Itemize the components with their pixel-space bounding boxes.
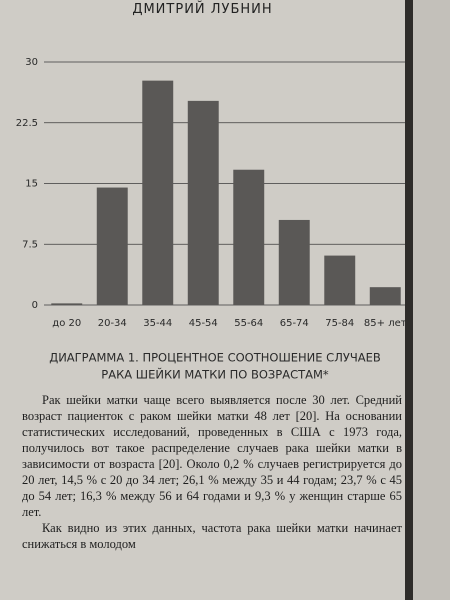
x-tick-label: 20-34 bbox=[98, 318, 127, 329]
bar bbox=[142, 80, 174, 305]
chart-title: ДИАГРАММА 1. ПРОЦЕНТНОЕ СООТНОШЕНИЕ СЛУЧ… bbox=[49, 351, 381, 365]
x-tick-label: 45-54 bbox=[189, 318, 218, 329]
x-tick-label: 55-64 bbox=[234, 318, 263, 329]
running-header: ДМИТРИЙ ЛУБНИН bbox=[132, 2, 273, 17]
paragraph: Рак шейки матки чаще всего выявляется по… bbox=[22, 393, 402, 519]
y-tick-label: 30 bbox=[25, 57, 38, 68]
y-tick-label: 0 bbox=[32, 300, 38, 311]
x-tick-label: 35-44 bbox=[143, 318, 172, 329]
x-tick-label: до 20 bbox=[52, 318, 81, 329]
page-edge bbox=[405, 0, 413, 600]
bar bbox=[233, 169, 265, 305]
x-tick-label: 85+ лет bbox=[364, 318, 405, 329]
chart: 0 7.5 15 22.5 30 до 20 20-34 35-44 45-54 55-64 65-… bbox=[16, 57, 405, 382]
bar bbox=[187, 100, 219, 305]
y-tick-label: 15 bbox=[25, 179, 38, 190]
book-page: ДМИТРИЙ ЛУБНИН 0 7.5 15 22.5 30 до 20 20-34 35-… bbox=[0, 0, 405, 600]
body-text: Рак шейки матки чаще всего выявляется по… bbox=[22, 392, 402, 552]
bar bbox=[324, 255, 356, 305]
y-tick-label: 7.5 bbox=[22, 239, 38, 250]
bar bbox=[51, 303, 83, 305]
bar bbox=[369, 287, 401, 305]
bar bbox=[96, 187, 128, 305]
chart-title: РАКА ШЕЙКИ МАТКИ ПО ВОЗРАСТАМ* bbox=[101, 367, 329, 382]
paragraph: Как видно из этих данных, частота рака ш… bbox=[22, 521, 402, 551]
y-tick-label: 22.5 bbox=[16, 118, 38, 129]
next-page bbox=[413, 0, 450, 600]
bar bbox=[278, 219, 310, 305]
x-tick-label: 75-84 bbox=[325, 318, 354, 329]
x-tick-label: 65-74 bbox=[280, 318, 309, 329]
